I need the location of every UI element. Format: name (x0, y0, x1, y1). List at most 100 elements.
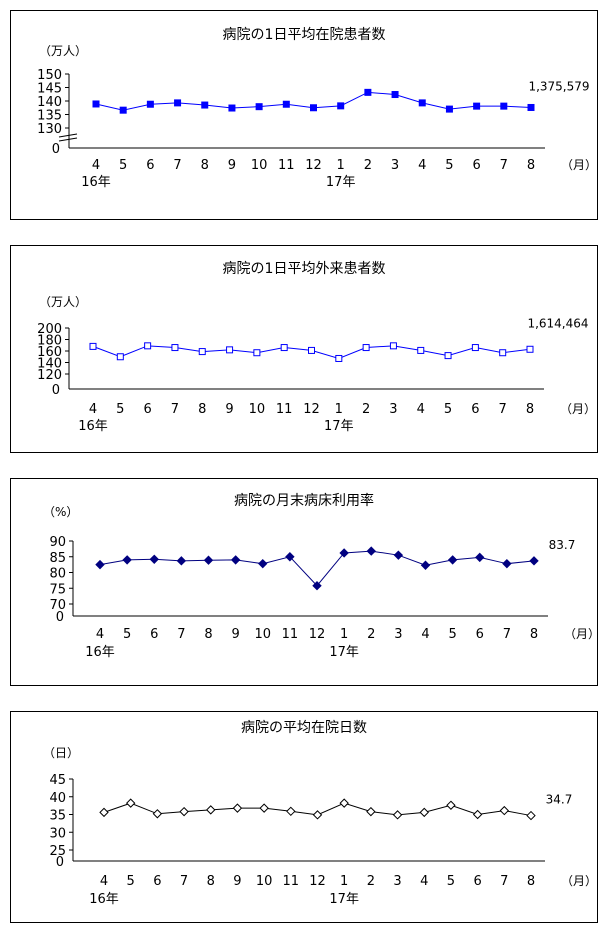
x-tick-label: 7 (500, 158, 508, 173)
data-point (499, 349, 507, 357)
data-point (232, 803, 243, 813)
chart-title: 病院の月末病床利用率 (234, 492, 374, 509)
axis-break-mark (58, 137, 78, 142)
x-tick-label: 5 (119, 158, 127, 173)
y-tick-label: 150 (37, 68, 62, 83)
end-value-label: 34.7 (546, 793, 573, 807)
data-point (445, 105, 453, 113)
y-tick-label: 35 (49, 809, 66, 824)
x-tick-label: 11 (278, 158, 295, 173)
data-point (529, 556, 539, 566)
x-tick-label: 3 (391, 158, 399, 173)
data-point (89, 342, 97, 350)
x-tick-label: 4 (420, 874, 428, 889)
data-point (339, 798, 349, 808)
data-point (286, 806, 296, 817)
data-point (391, 91, 399, 99)
data-point (446, 800, 456, 810)
x-tick-label: 7 (503, 627, 511, 642)
x-tick-label: 9 (225, 402, 233, 417)
y-zero-label: 0 (52, 383, 60, 398)
x-tick-label: 3 (394, 627, 402, 642)
data-point (312, 810, 323, 820)
x-tick-label: 10 (251, 158, 268, 173)
data-point (174, 99, 182, 107)
data-point (389, 342, 397, 350)
data-point (258, 558, 268, 569)
bed-occupancy-chart-panel: 病院の月末病床利用率 （%） 90 85 80 75 70 0 4 5 6 7 8 9 10 11 12 1 2 3 4… (10, 478, 598, 686)
x-axis-unit-label: （月） (560, 402, 596, 416)
x-tick-label: 6 (153, 874, 161, 889)
y-tick-label: 135 (37, 109, 62, 124)
data-point (149, 554, 159, 564)
y-tick-label: 200 (37, 322, 62, 337)
year-label: 16年 (81, 175, 111, 190)
data-point (364, 88, 372, 96)
x-tick-label: 6 (476, 627, 484, 642)
data-point (119, 106, 127, 114)
x-tick-label: 9 (231, 627, 239, 642)
data-point (95, 559, 105, 570)
x-tick-label: 8 (204, 627, 212, 642)
data-point (418, 99, 426, 107)
y-tick-label: 30 (49, 826, 66, 841)
x-tick-label: 12 (309, 874, 326, 889)
data-point (201, 101, 209, 109)
x-tick-label: 6 (473, 874, 481, 889)
data-point (392, 810, 403, 820)
x-tick-label: 3 (389, 402, 397, 417)
year-label: 17年 (329, 645, 359, 660)
x-tick-label: 8 (207, 874, 215, 889)
year-label: 16年 (78, 419, 108, 434)
data-point (312, 581, 322, 591)
year-label: 17年 (326, 175, 356, 190)
x-tick-label: 11 (283, 874, 300, 889)
data-point (226, 346, 234, 354)
y-tick-label: 120 (37, 368, 62, 383)
x-axis-unit-label: （月） (561, 158, 597, 172)
x-tick-label: 6 (150, 627, 158, 642)
x-tick-label: 5 (447, 874, 455, 889)
y-axis-unit-label: （%） (43, 505, 78, 519)
data-point (362, 344, 370, 352)
x-tick-label: 5 (127, 874, 135, 889)
data-point (366, 806, 376, 817)
y-tick-label: 140 (37, 95, 62, 110)
x-tick-label: 10 (256, 874, 273, 889)
chart-title: 病院の1日平均在院患者数 (223, 27, 386, 43)
x-tick-label: 4 (96, 627, 104, 642)
x-tick-label: 10 (254, 627, 271, 642)
x-tick-label: 6 (146, 158, 154, 173)
data-point (527, 103, 535, 111)
data-point (393, 550, 404, 560)
data-point (203, 555, 214, 565)
outpatient-chart-panel: 病院の1日平均外来患者数 （万人） 200 180 160 140 120 0 4 5 6 7 8 9 10… (10, 245, 598, 453)
x-tick-label: 8 (201, 158, 209, 173)
data-point (447, 555, 458, 565)
x-tick-label: 11 (276, 402, 293, 417)
avg-stay-chart-panel: 病院の平均在院日数 （日） 45 40 35 30 25 0 4 5 6 7 8 9 10 11 12 1 2 3 4 5… (10, 711, 598, 923)
x-tick-label: 7 (177, 627, 185, 642)
data-point (99, 807, 109, 818)
year-label: 16年 (85, 645, 115, 660)
data-point (171, 344, 179, 352)
x-tick-label: 8 (198, 402, 206, 417)
x-tick-label: 7 (500, 874, 508, 889)
x-tick-label: 9 (228, 158, 236, 173)
y-axis-unit-label: （万人） (39, 44, 87, 58)
y-tick-label: 45 (49, 773, 66, 788)
x-tick-label: 7 (173, 158, 181, 173)
data-point (230, 555, 241, 565)
chart-title: 病院の平均在院日数 (241, 720, 367, 736)
x-tick-label: 4 (89, 402, 97, 417)
x-tick-label: 2 (362, 402, 370, 417)
x-tick-label: 3 (393, 874, 401, 889)
y-zero-label: 0 (56, 610, 64, 625)
y-tick-label: 75 (49, 582, 66, 597)
x-tick-label: 10 (249, 402, 266, 417)
data-point (152, 809, 163, 819)
